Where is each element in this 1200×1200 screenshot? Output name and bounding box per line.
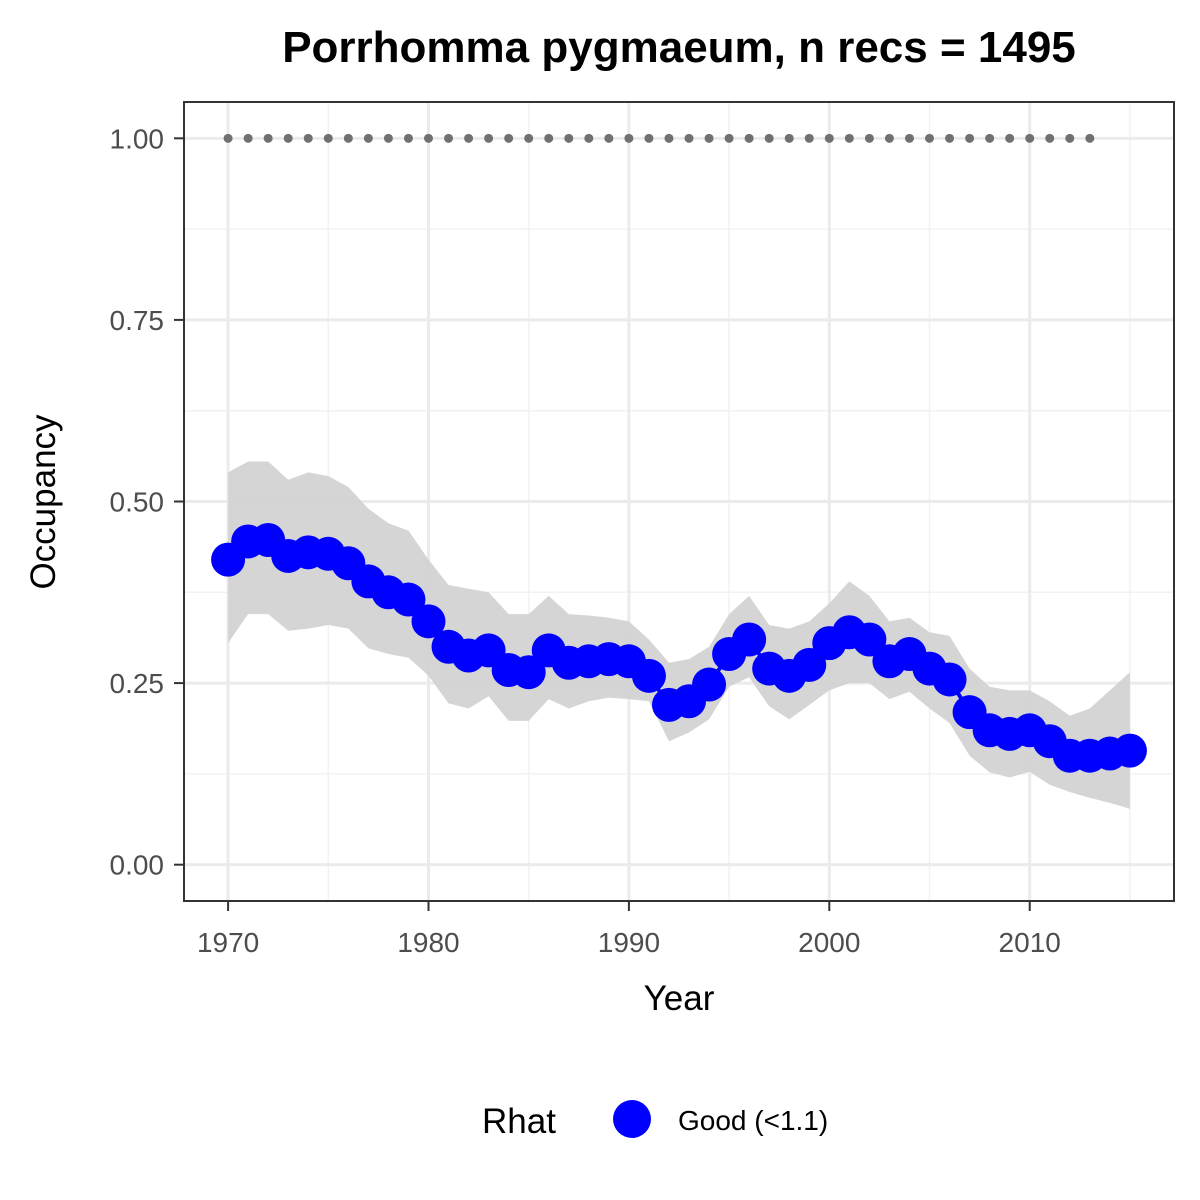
x-tick-label: 2000 xyxy=(798,927,860,958)
x-axis-title: Year xyxy=(644,979,715,1018)
record-dot xyxy=(283,133,293,143)
record-dot xyxy=(684,133,694,143)
x-tick-label: 1980 xyxy=(397,927,459,958)
record-dot xyxy=(243,133,253,143)
record-dot xyxy=(784,133,794,143)
record-dot xyxy=(724,133,734,143)
record-dot xyxy=(544,133,554,143)
record-dot xyxy=(664,133,674,143)
record-dot xyxy=(744,133,754,143)
record-dot xyxy=(263,133,273,143)
data-point xyxy=(792,647,827,682)
record-dot xyxy=(644,133,654,143)
legend-key-good xyxy=(613,1100,651,1138)
record-dot xyxy=(945,133,955,143)
data-point xyxy=(391,582,426,617)
record-dots-layer xyxy=(223,133,1095,143)
record-dot xyxy=(303,133,313,143)
legend-title: Rhat xyxy=(482,1102,556,1141)
record-dot xyxy=(323,133,333,143)
record-dot xyxy=(925,133,935,143)
record-dot xyxy=(223,133,233,143)
record-dot xyxy=(444,133,454,143)
data-point xyxy=(631,658,666,693)
legend-label-good: Good (<1.1) xyxy=(678,1105,828,1136)
series-points-layer xyxy=(211,522,1147,773)
y-tick-label: 1.00 xyxy=(110,123,165,154)
record-dot xyxy=(604,133,614,143)
data-point xyxy=(852,622,887,657)
record-dot xyxy=(383,133,393,143)
y-axis-title: Occupancy xyxy=(24,414,63,590)
record-dot xyxy=(423,133,433,143)
record-dot xyxy=(1045,133,1055,143)
x-tick-label: 2010 xyxy=(999,927,1061,958)
record-dot xyxy=(764,133,774,143)
record-dot xyxy=(464,133,474,143)
record-dot xyxy=(965,133,975,143)
record-dot xyxy=(484,133,494,143)
record-dot xyxy=(844,133,854,143)
record-dot xyxy=(564,133,574,143)
record-dot xyxy=(864,133,874,143)
x-tick-label: 1970 xyxy=(197,927,259,958)
record-dot xyxy=(504,133,514,143)
record-dot xyxy=(985,133,995,143)
x-axis-ticks: 1970 1980 1990 2000 2010 xyxy=(197,901,1061,958)
record-dot xyxy=(1005,133,1015,143)
record-dot xyxy=(824,133,834,143)
data-point xyxy=(411,604,446,639)
record-dot xyxy=(363,133,373,143)
y-tick-label: 0.50 xyxy=(110,487,165,518)
record-dot xyxy=(884,133,894,143)
y-tick-label: 0.25 xyxy=(110,668,165,699)
record-dot xyxy=(804,133,814,143)
record-dot xyxy=(1025,133,1035,143)
data-point xyxy=(511,655,546,690)
confidence-ribbon xyxy=(228,461,1130,809)
data-point xyxy=(732,622,767,657)
record-dot xyxy=(1065,133,1075,143)
chart-title: Porrhomma pygmaeum, n recs = 1495 xyxy=(282,23,1076,72)
data-point xyxy=(932,662,967,697)
y-tick-label: 0.75 xyxy=(110,305,165,336)
record-dot xyxy=(1085,133,1095,143)
y-axis-ticks: 0.00 0.25 0.50 0.75 1.00 xyxy=(110,123,184,881)
x-tick-label: 1990 xyxy=(598,927,660,958)
y-tick-label: 0.00 xyxy=(110,850,165,881)
record-dot xyxy=(403,133,413,143)
data-point xyxy=(692,667,727,702)
data-point xyxy=(1112,733,1147,768)
record-dot xyxy=(904,133,914,143)
confidence-ribbon-layer xyxy=(228,461,1130,809)
record-dot xyxy=(704,133,714,143)
record-dot xyxy=(343,133,353,143)
record-dot xyxy=(624,133,634,143)
record-dot xyxy=(584,133,594,143)
legend: Rhat Good (<1.1) xyxy=(482,1100,828,1141)
record-dot xyxy=(524,133,534,143)
